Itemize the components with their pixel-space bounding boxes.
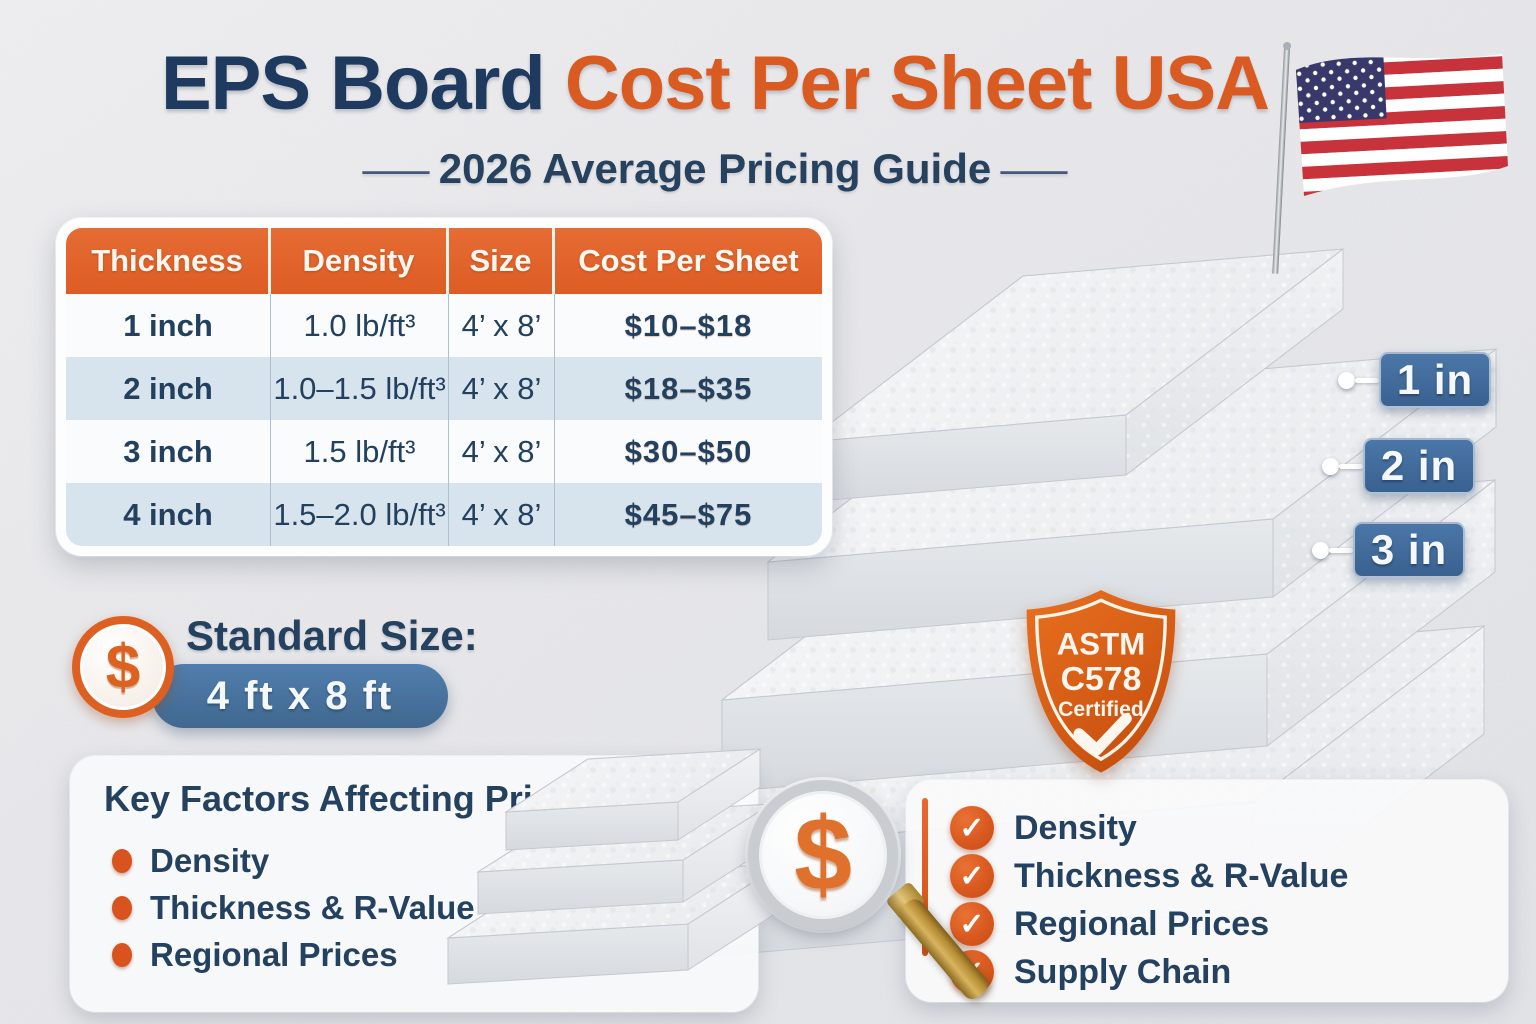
pointer-line	[1355, 377, 1379, 383]
pricing-table: Thickness Density Size Cost Per Sheet 1 …	[66, 228, 822, 546]
subtitle-dash-left: —	[362, 145, 430, 192]
pointer-dot	[1312, 541, 1329, 559]
bullet-icon	[112, 896, 132, 920]
cell-thickness: 1 inch	[66, 294, 271, 357]
badge-line2: C578	[1061, 660, 1142, 698]
cell-density: 1.0–1.5 lb/ft³	[271, 357, 449, 420]
key-factor-label: Thickness & R-Value	[150, 889, 475, 926]
key-factor-label: Regional Prices	[150, 936, 398, 973]
tag-label: 2 in	[1380, 442, 1458, 489]
dollar-symbol: $	[105, 632, 141, 702]
pointer-line	[1339, 463, 1363, 469]
title-line: EPS Board Cost Per Sheet USA	[0, 40, 1430, 127]
cell-cost: $10–$18	[624, 307, 753, 343]
dollar-symbol: $	[794, 796, 852, 913]
cell-cost: $45–$75	[624, 496, 753, 532]
checklist-item: ✓ Thickness & R-Value	[950, 854, 1348, 898]
thickness-tag-3in: 3 in	[1312, 522, 1465, 578]
cell-density: 1.5–2.0 lb/ft³	[271, 483, 449, 546]
pointer-line	[1329, 547, 1353, 553]
table-row: 4 inch 1.5–2.0 lb/ft³ 4’ x 8’ $45–$75	[66, 483, 822, 546]
badge-line1: ASTM	[1057, 626, 1146, 661]
standard-size-pill: 4 ft x 8 ft	[152, 664, 448, 728]
cell-density: 1.5 lb/ft³	[271, 420, 449, 483]
page-title: EPS Board Cost Per Sheet USA — 2026 Aver…	[0, 40, 1430, 193]
cell-density: 1.0 lb/ft³	[271, 294, 449, 357]
cell-thickness: 2 inch	[66, 357, 271, 420]
table-row: 1 inch 1.0 lb/ft³ 4’ x 8’ $10–$18	[66, 294, 822, 357]
header-thickness: Thickness	[66, 228, 271, 294]
cell-cost: $18–$35	[624, 370, 753, 406]
checklist-label: Density	[1014, 808, 1137, 847]
thickness-tag-2in: 2 in	[1322, 438, 1475, 494]
pointer-dot	[1338, 371, 1355, 389]
subtitle-dash-right: —	[1000, 145, 1068, 192]
pointer-dot	[1322, 457, 1339, 475]
title-product: EPS Board	[160, 41, 546, 126]
bullet-icon	[112, 849, 132, 873]
subtitle-text: 2026 Average Pricing Guide	[438, 145, 992, 192]
checklist-label: Thickness & R-Value	[1014, 856, 1349, 895]
magnifier-dollar-icon: $	[744, 776, 992, 1006]
key-factors-title: Key Factors Affecting Prices:	[104, 778, 605, 819]
table-row: 3 inch 1.5 lb/ft³ 4’ x 8’ $30–$50	[66, 420, 822, 483]
standard-size-label: Standard Size:	[186, 612, 478, 659]
thickness-tag-1in: 1 in	[1338, 352, 1491, 408]
tag-label: 1 in	[1396, 356, 1474, 403]
cell-thickness: 3 inch	[66, 420, 271, 483]
key-factor-item: Regional Prices	[112, 936, 398, 974]
tag-box: 3 in	[1353, 522, 1465, 578]
dollar-coin-icon: $	[72, 616, 174, 718]
cell-cost: $30–$50	[624, 433, 753, 469]
magnifier-glass: $	[748, 780, 898, 930]
cell-size: 4’ x 8’	[449, 294, 555, 357]
cell-size: 4’ x 8’	[449, 420, 555, 483]
tag-label: 3 in	[1370, 526, 1448, 573]
standard-size-value: 4 ft x 8 ft	[206, 673, 394, 718]
key-factor-item: Density	[112, 842, 269, 880]
cell-size: 4’ x 8’	[449, 483, 555, 546]
astm-certified-badge: ASTM C578 Certified	[1026, 590, 1176, 773]
key-factor-item: Thickness & R-Value	[112, 889, 475, 927]
subtitle: — 2026 Average Pricing Guide —	[0, 145, 1430, 193]
checklist-label: Regional Prices	[1014, 904, 1270, 943]
header-cost: Cost Per Sheet	[555, 228, 822, 294]
tag-box: 1 in	[1379, 352, 1491, 408]
key-factor-label: Density	[150, 842, 270, 879]
checklist-item: ✓ Supply Chain	[950, 950, 1231, 994]
pricing-table-card: Thickness Density Size Cost Per Sheet 1 …	[56, 218, 832, 556]
title-topic: Cost Per Sheet USA	[564, 41, 1270, 126]
cell-size: 4’ x 8’	[449, 357, 555, 420]
tag-box: 2 in	[1363, 438, 1475, 494]
cell-thickness: 4 inch	[66, 483, 271, 546]
header-density: Density	[271, 228, 449, 294]
checklist-item: ✓ Regional Prices	[950, 902, 1269, 946]
checklist-item: ✓ Density	[950, 806, 1137, 850]
table-row: 2 inch 1.0–1.5 lb/ft³ 4’ x 8’ $18–$35	[66, 357, 822, 420]
bullet-icon	[112, 943, 132, 967]
checklist-label: Supply Chain	[1014, 952, 1232, 991]
header-size: Size	[449, 228, 555, 294]
table-header-row: Thickness Density Size Cost Per Sheet	[66, 228, 822, 294]
